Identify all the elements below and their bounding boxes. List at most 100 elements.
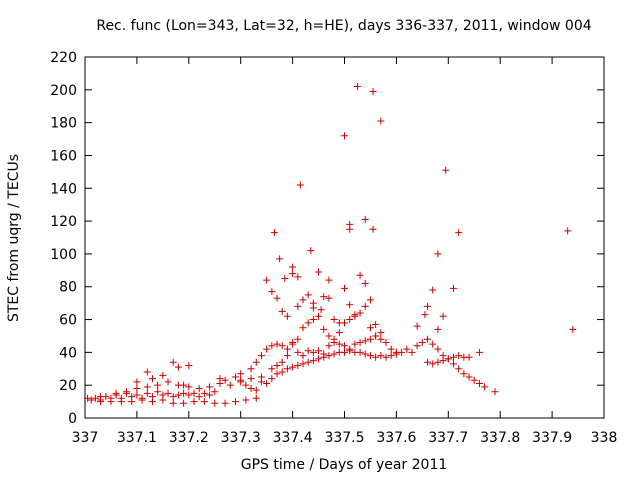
data-point — [442, 166, 450, 174]
data-point — [335, 319, 343, 327]
data-point — [276, 255, 284, 263]
data-point — [356, 348, 364, 356]
data-point — [341, 132, 348, 140]
data-point — [159, 396, 167, 404]
data-point — [273, 361, 281, 369]
data-points — [84, 83, 577, 407]
data-point — [252, 394, 260, 402]
data-point — [361, 215, 369, 223]
y-tick-label: 40 — [59, 345, 77, 361]
data-point — [138, 396, 146, 404]
data-point — [424, 335, 432, 343]
data-point — [475, 348, 483, 356]
data-point — [325, 352, 333, 360]
data-point — [211, 399, 219, 407]
data-point — [159, 371, 167, 379]
y-tick-label: 0 — [68, 411, 77, 427]
data-point — [330, 335, 338, 343]
data-point — [455, 352, 463, 360]
data-point — [143, 383, 151, 391]
data-point — [320, 325, 328, 333]
data-point — [278, 307, 286, 315]
data-point — [309, 316, 317, 324]
data-point — [346, 301, 354, 309]
data-point — [465, 353, 473, 361]
data-point — [195, 393, 203, 401]
data-point — [221, 376, 229, 384]
data-point — [304, 291, 312, 299]
data-point — [148, 375, 156, 383]
data-point — [361, 279, 369, 287]
data-point — [366, 352, 374, 360]
data-point — [296, 181, 304, 189]
x-tick-label: 337.3 — [221, 430, 261, 446]
data-point — [335, 340, 343, 348]
data-point — [268, 365, 276, 373]
data-point — [429, 340, 437, 348]
data-point — [392, 348, 400, 356]
data-point — [444, 355, 452, 363]
data-point — [97, 393, 105, 401]
data-point — [242, 381, 250, 389]
data-point — [247, 375, 255, 383]
data-point — [154, 388, 162, 396]
data-point — [403, 345, 411, 353]
data-point — [263, 380, 271, 388]
data-point — [341, 342, 348, 350]
data-point — [206, 391, 214, 399]
data-point — [455, 229, 463, 237]
data-point — [372, 332, 380, 340]
data-point — [361, 350, 369, 358]
data-point — [174, 391, 182, 399]
chart-title: Rec. func (Lon=343, Lat=32, h=HE), days … — [96, 18, 591, 34]
data-point — [315, 355, 323, 363]
data-point — [429, 360, 437, 368]
y-tick-label: 60 — [59, 313, 77, 329]
data-point — [351, 311, 359, 319]
data-point — [449, 360, 457, 368]
data-point — [309, 348, 317, 356]
data-point — [237, 370, 245, 378]
x-tick-label: 337.9 — [532, 430, 572, 446]
data-point — [309, 299, 317, 307]
data-point — [353, 83, 361, 91]
data-point — [434, 325, 442, 333]
data-point — [325, 342, 333, 350]
data-point — [237, 376, 245, 384]
data-point — [294, 361, 302, 369]
data-point — [429, 286, 437, 294]
data-point — [216, 375, 224, 383]
data-point — [84, 394, 92, 402]
data-point — [315, 268, 323, 276]
data-point — [309, 357, 317, 365]
data-point — [299, 352, 307, 360]
data-point — [299, 296, 307, 304]
data-point — [289, 363, 297, 371]
data-point — [283, 352, 291, 360]
data-point — [564, 227, 572, 235]
data-point — [372, 320, 380, 328]
data-point — [439, 357, 447, 365]
data-point — [148, 398, 156, 406]
data-point — [289, 263, 297, 271]
data-point — [491, 388, 499, 396]
data-point — [247, 384, 255, 392]
x-axis-label: GPS time / Days of year 2011 — [241, 457, 448, 473]
data-point — [315, 347, 323, 355]
y-tick-label: 220 — [50, 50, 77, 66]
data-point — [185, 383, 193, 391]
data-point — [346, 345, 354, 353]
data-point — [366, 324, 374, 332]
data-point — [190, 389, 198, 397]
data-point — [366, 335, 374, 343]
data-point — [335, 329, 343, 337]
data-point — [180, 399, 188, 407]
data-point — [356, 309, 364, 317]
data-point — [439, 312, 447, 320]
data-point — [481, 383, 489, 391]
data-point — [257, 352, 265, 360]
y-axis: 0 20 40 60 80 100 120 140 160 180 200 220 — [50, 50, 604, 427]
data-point — [465, 373, 473, 381]
x-tick-label: 338 — [591, 430, 618, 446]
